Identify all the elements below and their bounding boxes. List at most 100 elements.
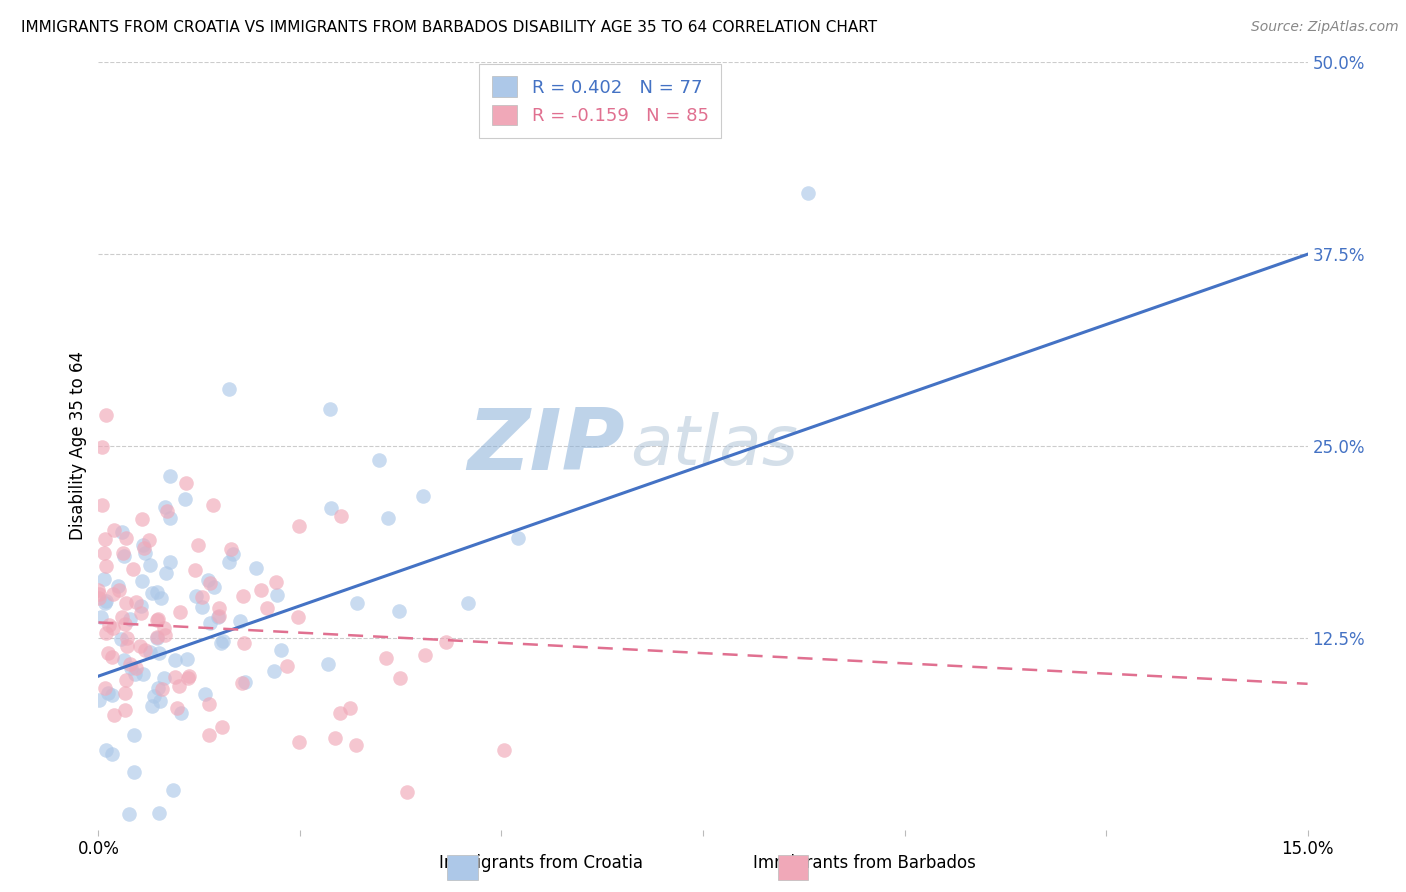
Point	[388, 671, 411, 685]
Point	[98, 617, 121, 632]
Point	[155, 500, 177, 514]
Point	[112, 545, 135, 559]
Point	[176, 651, 198, 665]
Point	[155, 628, 177, 642]
Point	[344, 738, 367, 752]
Point	[218, 555, 240, 569]
Point	[93, 546, 115, 560]
Point	[114, 532, 136, 546]
Text: ZIP: ZIP	[467, 404, 624, 488]
Point	[187, 538, 209, 552]
Point	[396, 785, 419, 799]
Point	[143, 689, 166, 703]
Text: IMMIGRANTS FROM CROATIA VS IMMIGRANTS FROM BARBADOS DISABILITY AGE 35 TO 64 CORR: IMMIGRANTS FROM CROATIA VS IMMIGRANTS FR…	[21, 20, 877, 35]
Point	[232, 589, 254, 603]
Point	[87, 693, 110, 707]
Point	[101, 621, 124, 635]
Point	[146, 612, 169, 626]
Point	[112, 549, 135, 564]
Point	[233, 674, 256, 689]
Point	[219, 541, 242, 556]
Point	[124, 661, 146, 675]
Point	[96, 409, 118, 423]
Point	[150, 591, 173, 605]
Point	[94, 533, 117, 547]
Point	[256, 601, 278, 615]
Point	[93, 572, 115, 586]
Point	[90, 498, 112, 512]
Point	[152, 671, 174, 685]
Point	[131, 512, 153, 526]
Point	[145, 631, 167, 645]
Point	[207, 610, 229, 624]
Point	[174, 491, 197, 506]
Point	[94, 626, 117, 640]
Point	[165, 670, 187, 684]
Point	[287, 735, 309, 749]
Point	[122, 764, 145, 779]
Point	[103, 707, 125, 722]
Point	[218, 382, 240, 396]
Point	[112, 653, 135, 667]
Point	[101, 747, 124, 762]
Point	[166, 701, 188, 715]
Point	[139, 645, 162, 659]
Point	[139, 558, 162, 572]
Point	[200, 576, 222, 591]
Point	[110, 632, 132, 646]
Point	[232, 636, 254, 650]
Point	[129, 599, 152, 613]
Point	[202, 580, 225, 594]
Point	[177, 671, 200, 685]
Point	[159, 555, 181, 569]
Point	[270, 643, 292, 657]
Point	[162, 782, 184, 797]
Point	[134, 546, 156, 560]
Point	[89, 591, 111, 605]
Point	[191, 600, 214, 615]
Point	[94, 559, 117, 574]
Point	[194, 687, 217, 701]
Point	[183, 563, 205, 577]
Point	[146, 681, 169, 696]
Point	[128, 639, 150, 653]
Point	[368, 453, 391, 467]
Point	[132, 538, 155, 552]
Point	[209, 636, 232, 650]
Point	[114, 596, 136, 610]
Point	[231, 676, 253, 690]
Point	[118, 657, 141, 671]
Point	[101, 688, 124, 702]
Point	[211, 720, 233, 734]
Point	[167, 679, 190, 693]
Point	[319, 402, 342, 417]
Point	[115, 639, 138, 653]
Point	[288, 519, 311, 533]
Point	[114, 703, 136, 717]
Point	[118, 612, 141, 626]
Point	[202, 498, 225, 512]
Point	[494, 742, 516, 756]
Point	[165, 653, 187, 667]
Point	[131, 606, 153, 620]
Point	[138, 533, 160, 547]
Point	[221, 547, 243, 561]
Point	[197, 698, 219, 712]
Point	[346, 596, 368, 610]
Point	[125, 594, 148, 608]
Point	[94, 681, 117, 695]
Point	[122, 728, 145, 742]
Point	[94, 596, 117, 610]
Point	[323, 731, 346, 745]
Point	[97, 686, 120, 700]
Point	[118, 807, 141, 822]
Point	[159, 511, 181, 525]
Point	[132, 541, 155, 555]
Point	[149, 694, 172, 708]
Point	[146, 630, 169, 644]
Point	[245, 561, 267, 575]
Point	[148, 646, 170, 660]
Point	[111, 610, 134, 624]
Point	[131, 574, 153, 588]
Point	[184, 589, 207, 603]
